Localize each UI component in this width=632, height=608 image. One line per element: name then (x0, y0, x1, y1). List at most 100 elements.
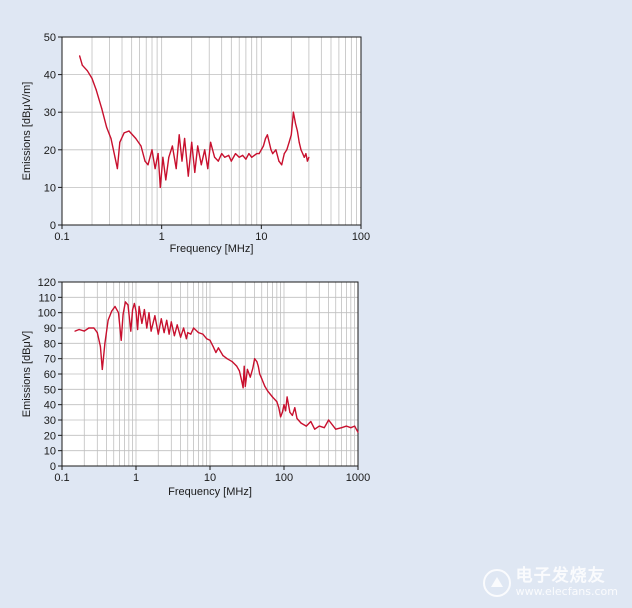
data-point (171, 145, 173, 147)
y-tick-label: 40 (44, 400, 56, 412)
y-tick-label: 10 (44, 446, 56, 458)
data-point (286, 149, 288, 151)
data-point (185, 338, 187, 340)
data-point (251, 156, 253, 158)
data-point (165, 179, 167, 181)
data-point (141, 322, 143, 324)
data-point (271, 396, 274, 398)
y-tick-label: 50 (44, 32, 56, 44)
data-point (78, 328, 80, 331)
data-point (114, 156, 116, 158)
data-point (249, 376, 251, 378)
data-point (318, 425, 320, 427)
data-point (74, 330, 76, 332)
data-point (159, 186, 161, 188)
x-tick-label: 100 (352, 231, 370, 243)
y-axis-label: Emissions [dBμV] (21, 331, 33, 417)
data-point (261, 378, 263, 380)
data-point (163, 332, 165, 334)
data-point (166, 319, 168, 321)
data-point (154, 168, 156, 170)
x-axis-label: Frequency [MHz] (168, 486, 252, 498)
data-point (210, 141, 212, 143)
data-point (245, 158, 247, 160)
data-point (160, 318, 162, 320)
data-point (310, 420, 312, 423)
data-point (204, 149, 206, 151)
data-point (222, 355, 224, 357)
plot-frame (61, 36, 362, 226)
data-point (254, 358, 256, 360)
data-point (168, 333, 170, 335)
data-point (173, 335, 175, 337)
data-point (259, 373, 261, 375)
data-point (270, 149, 272, 151)
y-tick-label: 50 (44, 384, 56, 396)
data-point (191, 141, 193, 143)
y-tick-label: 80 (44, 338, 56, 350)
y-axis-label: Emissions [dBμV/m] (21, 82, 33, 181)
x-tick-label: 1000 (346, 472, 370, 484)
data-point (175, 168, 177, 170)
grid-lines (62, 282, 358, 466)
data-point (281, 164, 283, 166)
data-point (291, 414, 293, 416)
data-point (107, 319, 109, 321)
watermark-emblem-icon (482, 568, 511, 597)
data-point (132, 309, 134, 311)
y-tick-label: 30 (44, 107, 56, 119)
data-point (296, 130, 298, 132)
data-point (238, 156, 240, 158)
data-point (124, 301, 126, 303)
data-point (209, 339, 211, 341)
data-point (244, 385, 246, 387)
data-point (308, 156, 310, 158)
data-point (262, 145, 264, 147)
data-point (314, 428, 316, 430)
series-line (78, 55, 310, 189)
data-point (181, 160, 183, 162)
data-point (140, 145, 142, 147)
data-point (226, 358, 228, 360)
data-point (260, 149, 262, 151)
data-point (101, 368, 103, 370)
x-tick-label: 1 (159, 231, 165, 243)
data-point (231, 361, 233, 363)
data-point (303, 156, 305, 158)
data-point (146, 327, 148, 329)
data-point (306, 160, 308, 162)
data-point (143, 309, 145, 311)
data-point (116, 168, 118, 170)
y-tick-label: 90 (44, 323, 56, 335)
data-point (266, 134, 268, 136)
data-point (170, 321, 172, 323)
data-point (200, 164, 202, 166)
data-point (264, 385, 266, 387)
data-point (114, 305, 116, 308)
data-point (278, 407, 280, 409)
data-point (350, 427, 352, 429)
data-point (95, 89, 97, 91)
data-point (127, 304, 129, 306)
data-point (285, 410, 287, 412)
data-point (258, 153, 260, 155)
data-point (176, 324, 178, 326)
data-point (305, 153, 307, 155)
data-point (197, 145, 199, 147)
data-point (305, 425, 307, 427)
data-point (86, 70, 88, 72)
watermark-logo: 电子发烧友 www.elecfans.com (482, 567, 618, 598)
data-point (207, 168, 209, 170)
data-point (272, 153, 274, 155)
data-point (162, 156, 164, 158)
data-point (178, 134, 180, 136)
x-tick-label: 0.1 (54, 231, 69, 243)
data-point (138, 305, 140, 308)
series-line (74, 301, 359, 433)
data-point (248, 153, 250, 155)
data-point (123, 132, 125, 134)
x-tick-label: 1 (133, 472, 139, 484)
y-tick-label: 20 (44, 430, 56, 442)
data-point (267, 390, 269, 392)
data-point (180, 336, 182, 338)
